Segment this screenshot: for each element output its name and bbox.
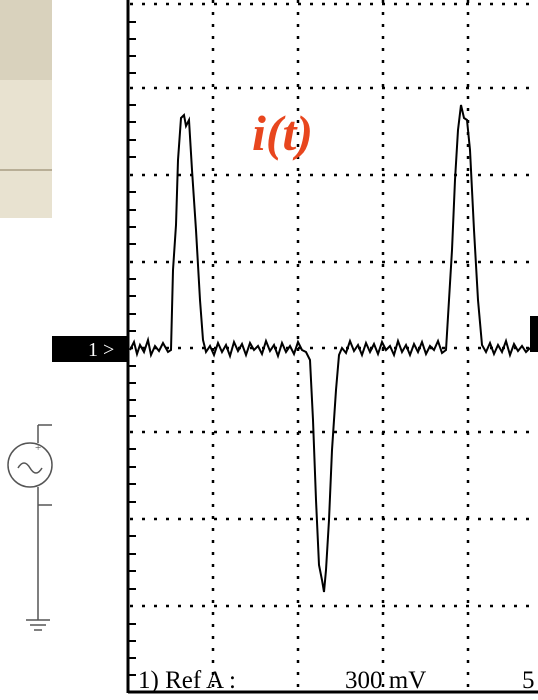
status-scale: 300 mV	[345, 667, 426, 694]
status-extra: 5	[522, 667, 535, 694]
waveform	[129, 104, 531, 593]
svg-text:+: +	[35, 442, 41, 454]
channel-marker-box	[52, 336, 128, 362]
channel-marker: 1 >	[88, 339, 114, 361]
grid	[130, 0, 538, 690]
trace-label: i(t)	[252, 105, 313, 161]
source-symbol: +	[7, 424, 53, 631]
right-marker	[530, 316, 538, 352]
edge-ticks	[128, 21, 136, 676]
photo-strip-band	[0, 0, 52, 80]
status-reference: 1) Ref A :	[138, 667, 236, 694]
